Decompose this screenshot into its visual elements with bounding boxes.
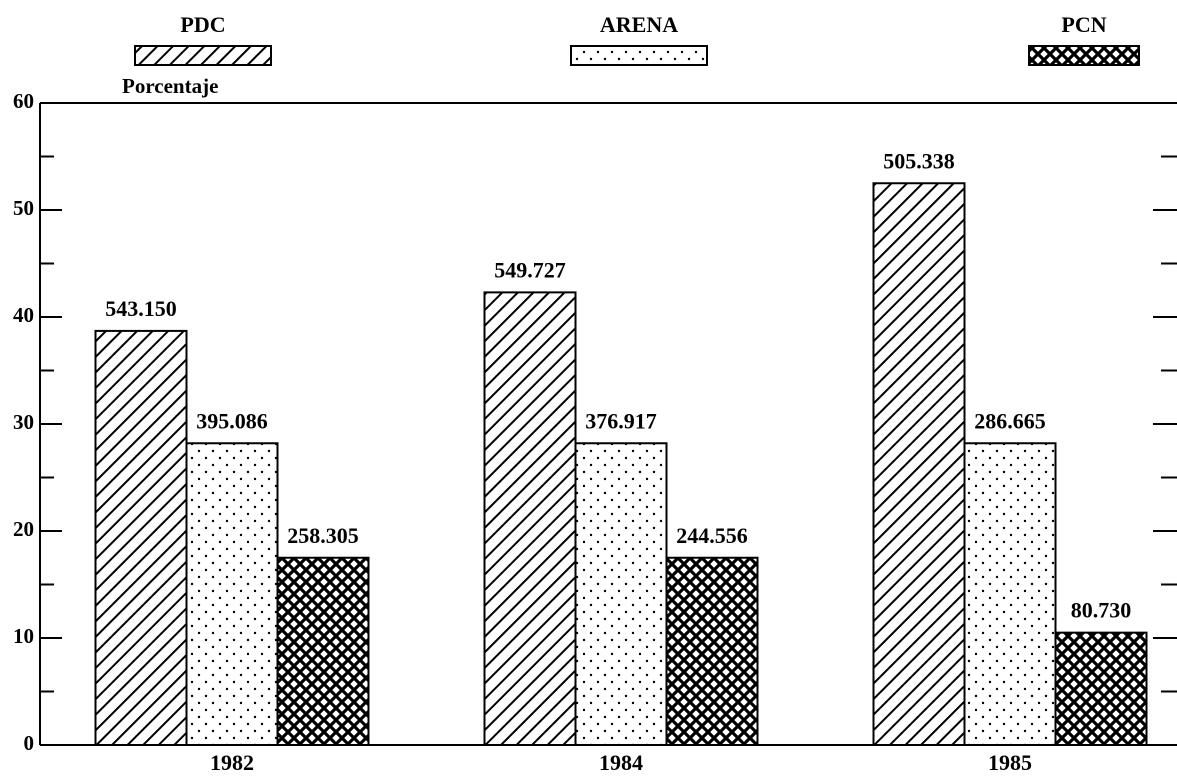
legend-swatch [571, 46, 707, 65]
y-tick-label: 10 [13, 624, 34, 648]
value-label: 543.150 [105, 296, 177, 321]
bar [1056, 633, 1147, 745]
bar [278, 558, 369, 745]
x-tick-label: 1984 [599, 750, 643, 775]
legend-swatch [1029, 46, 1139, 65]
value-label: 549.727 [494, 257, 566, 282]
y-tick-label: 60 [13, 89, 34, 113]
x-tick-label: 1982 [210, 750, 254, 775]
value-label: 395.086 [196, 408, 268, 433]
value-label: 505.338 [883, 148, 955, 173]
y-tick-label: 0 [24, 731, 35, 755]
x-tick-label: 1985 [988, 750, 1032, 775]
bar [874, 183, 965, 745]
value-label: 258.305 [287, 523, 359, 548]
bar [96, 331, 187, 745]
y-tick-label: 50 [13, 196, 34, 220]
value-label: 244.556 [676, 523, 748, 548]
y-tick-label: 40 [13, 303, 34, 327]
value-label: 376.917 [585, 408, 657, 433]
legend-label: PCN [1061, 12, 1106, 37]
legend-label: ARENA [600, 12, 678, 37]
legend-swatch [135, 46, 271, 65]
y-axis-label: Porcentaje [122, 74, 218, 98]
bar [576, 443, 667, 745]
y-tick-label: 30 [13, 410, 34, 434]
y-tick-label: 20 [13, 517, 34, 541]
bar [965, 443, 1056, 745]
bar [485, 292, 576, 745]
value-label: 80.730 [1071, 598, 1132, 623]
chart: Porcentaje 0 10 20 30 40 50 60 1982 543.150 395.0… [0, 0, 1177, 778]
value-label: 286.665 [974, 408, 1046, 433]
legend-label: PDC [180, 12, 225, 37]
bar [667, 558, 758, 745]
bar [187, 443, 278, 745]
